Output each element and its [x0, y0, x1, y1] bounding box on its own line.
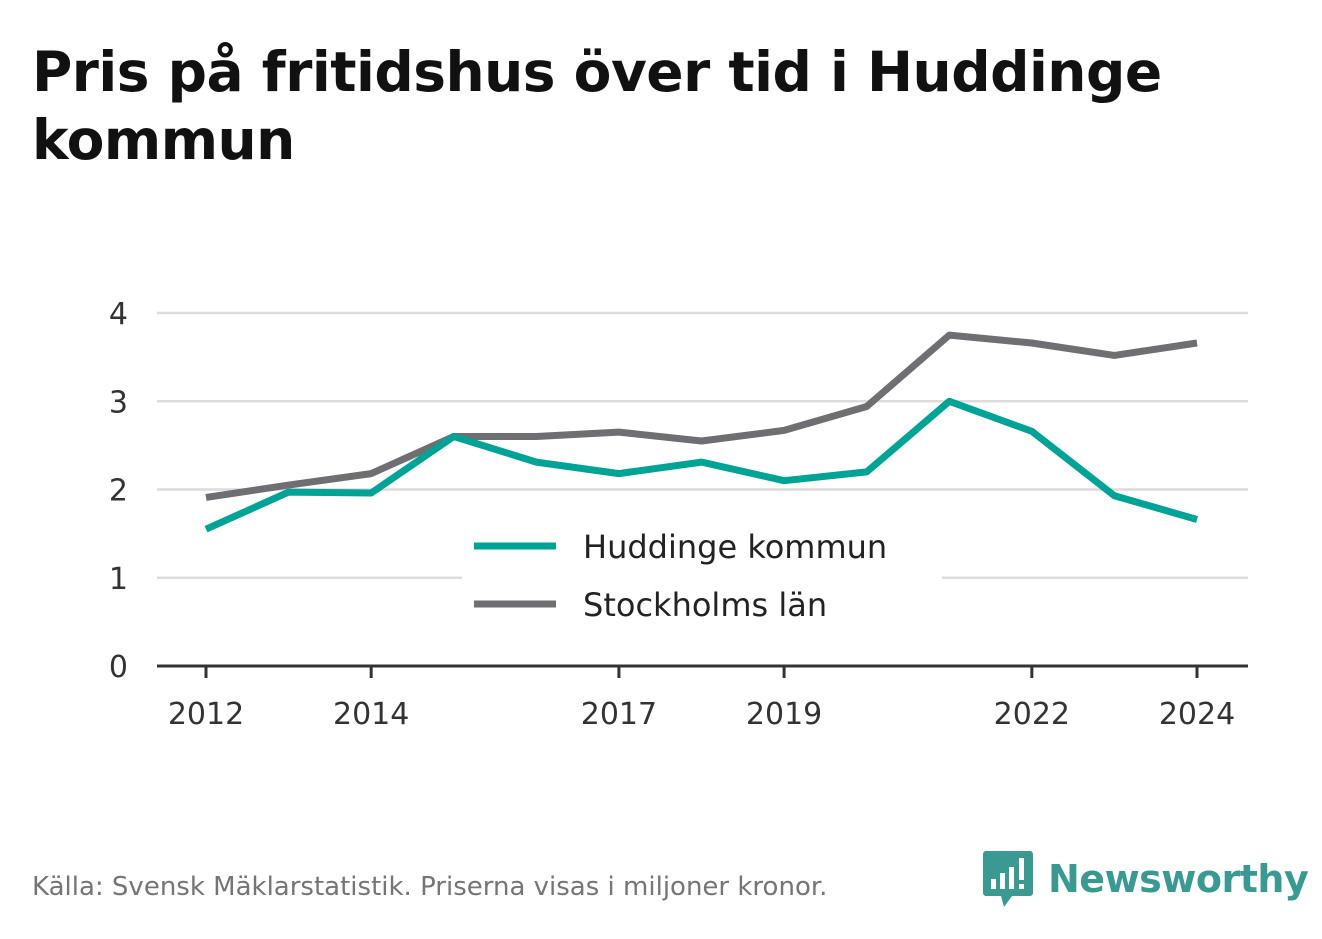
x-tick-label: 2012: [168, 697, 244, 732]
x-tick-label: 2022: [994, 697, 1070, 732]
x-axis: 2012 2014 2017 2019 2022 2024: [157, 664, 1248, 732]
brand[interactable]: Newsworthy: [982, 848, 1309, 910]
legend: Huddinge kommun Stockholms län: [462, 522, 942, 634]
y-axis-ticks: 0 1 2 3 4: [109, 297, 128, 685]
series-lines: [204, 331, 1198, 533]
y-tick-label: 1: [109, 562, 128, 597]
brand-name: Newsworthy: [1048, 857, 1309, 901]
chart-title: Pris på fritidshus över tid i Huddinge k…: [32, 40, 1162, 172]
series-line-stockholm: [205, 331, 1198, 501]
x-tick-label: 2024: [1159, 697, 1235, 732]
y-tick-label: 2: [109, 474, 128, 509]
series-line-huddinge: [204, 397, 1198, 533]
x-tick-label: 2019: [746, 697, 822, 732]
newsworthy-logo-icon: [983, 851, 1033, 907]
legend-label: Huddinge kommun: [583, 528, 887, 566]
x-tick-label: 2014: [333, 697, 409, 732]
y-tick-label: 0: [109, 650, 128, 685]
x-tick-label: 2017: [581, 697, 657, 732]
y-tick-label: 4: [109, 297, 128, 332]
source-note: Källa: Svensk Mäklarstatistik. Priserna …: [32, 872, 828, 902]
legend-background: [462, 522, 942, 634]
y-tick-label: 3: [109, 385, 128, 420]
legend-label: Stockholms län: [583, 586, 827, 624]
